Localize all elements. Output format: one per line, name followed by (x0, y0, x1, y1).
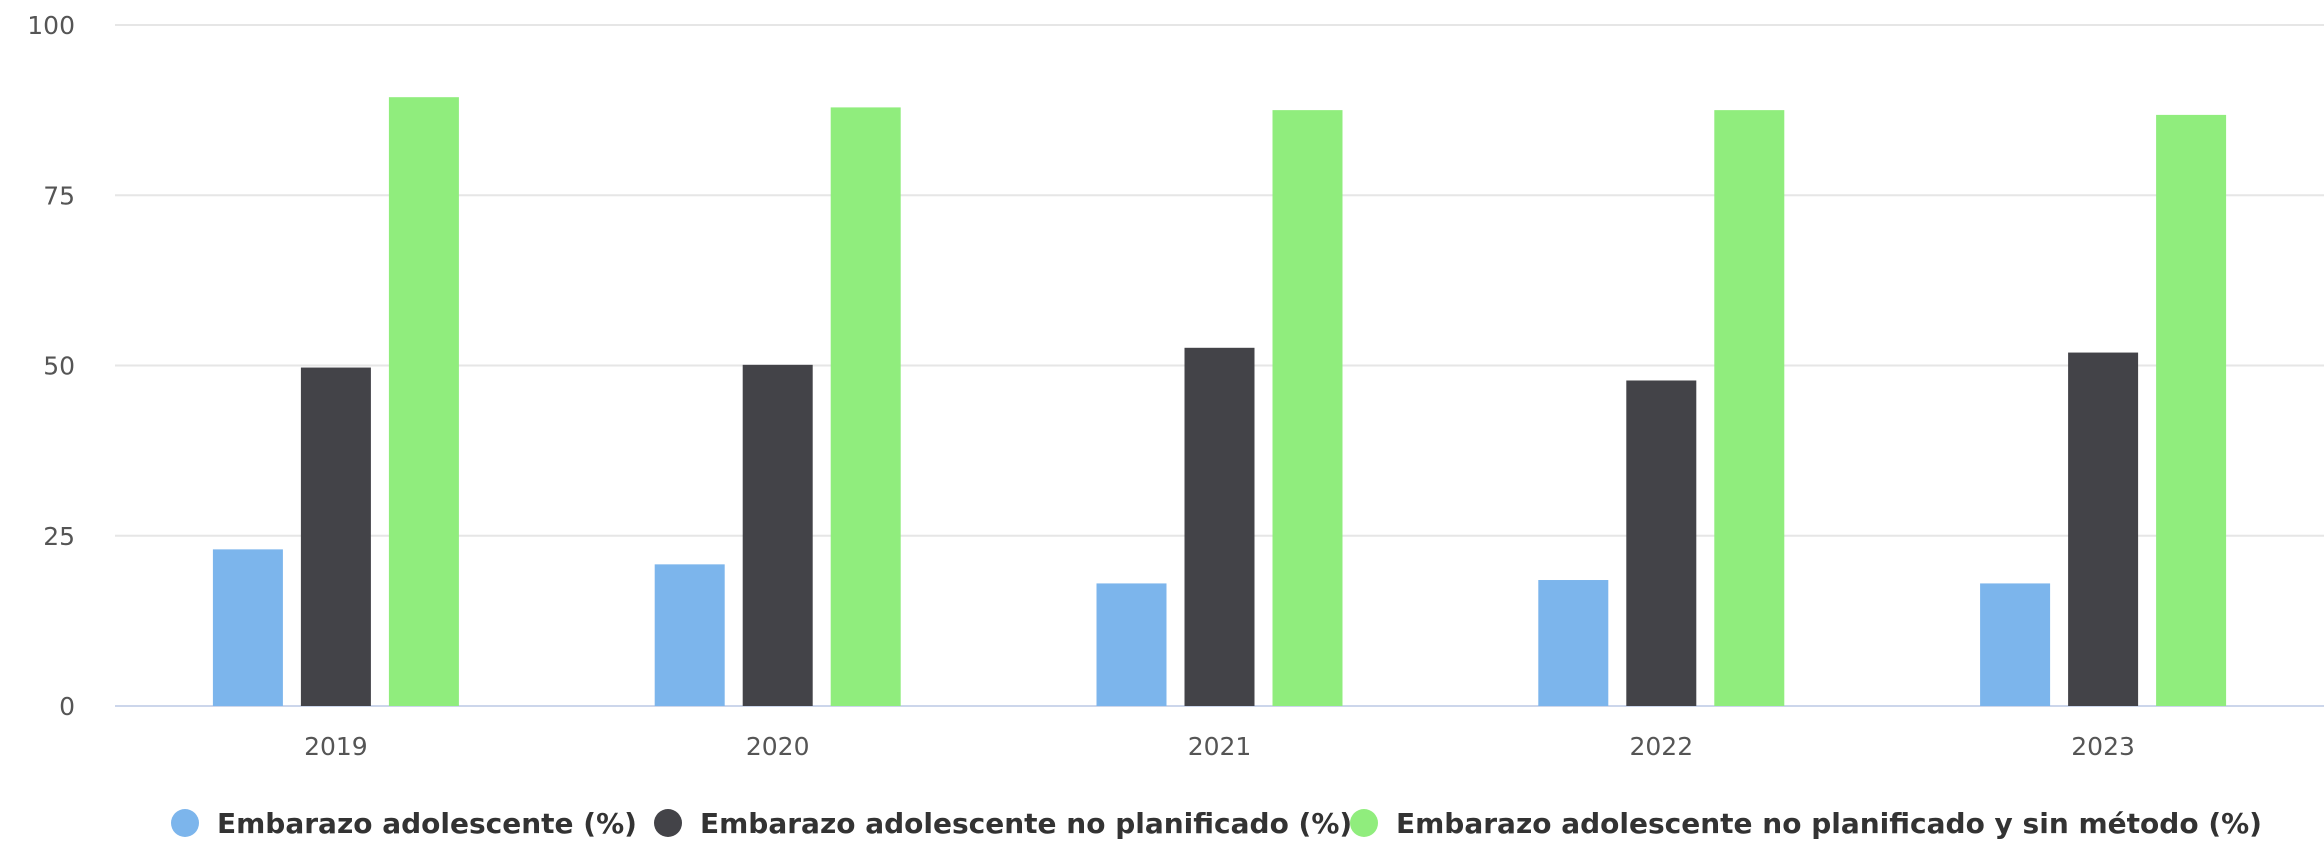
bar-2022-series-3[interactable] (1714, 110, 1785, 706)
legend-marker-icon (171, 809, 199, 837)
bar-2022-series-2[interactable] (1626, 380, 1697, 706)
legend-label: Embarazo adolescente no planificado y si… (1396, 807, 2262, 840)
x-tick-label: 2020 (746, 732, 810, 761)
bar-2019-series-1[interactable] (212, 549, 283, 706)
bar-2022-series-1[interactable] (1538, 580, 1609, 706)
bar-2023-series-3[interactable] (2156, 114, 2227, 707)
legend-marker-icon (1350, 809, 1378, 837)
bar-2020-series-3[interactable] (830, 107, 901, 706)
bar-2020-series-2[interactable] (742, 364, 813, 706)
bar-2023-series-1[interactable] (1980, 583, 2051, 706)
bar-2023-series-2[interactable] (2068, 352, 2139, 706)
y-axis: 0 25 50 75 100 (27, 11, 75, 721)
legend-item-1[interactable]: Embarazo adolescente (%) (171, 807, 637, 840)
x-tick-label: 2023 (2071, 732, 2135, 761)
bar-2019-series-3[interactable] (388, 97, 459, 707)
legend[interactable]: Embarazo adolescente (%) Embarazo adolesc… (171, 807, 2262, 840)
y-tick-label: 0 (59, 692, 75, 721)
x-axis: 2019 2020 2021 2022 2023 (304, 732, 2135, 761)
y-tick-label: 100 (27, 11, 75, 40)
y-tick-label: 75 (43, 181, 75, 210)
legend-label: Embarazo adolescente no planificado (%) (700, 807, 1352, 840)
bars (212, 97, 2227, 707)
y-tick-label: 50 (43, 352, 75, 381)
bar-2021-series-2[interactable] (1184, 347, 1255, 706)
bar-2019-series-2[interactable] (300, 367, 371, 706)
legend-item-3[interactable]: Embarazo adolescente no planificado y si… (1350, 807, 2262, 840)
bar-2021-series-3[interactable] (1272, 110, 1343, 706)
x-tick-label: 2022 (1629, 732, 1693, 761)
x-tick-label: 2021 (1188, 732, 1252, 761)
legend-label: Embarazo adolescente (%) (217, 807, 637, 840)
y-tick-label: 25 (43, 522, 75, 551)
legend-item-2[interactable]: Embarazo adolescente no planificado (%) (654, 807, 1352, 840)
bar-2020-series-1[interactable] (654, 564, 725, 706)
x-tick-label: 2019 (304, 732, 368, 761)
legend-marker-icon (654, 809, 682, 837)
bar-2021-series-1[interactable] (1096, 583, 1167, 706)
